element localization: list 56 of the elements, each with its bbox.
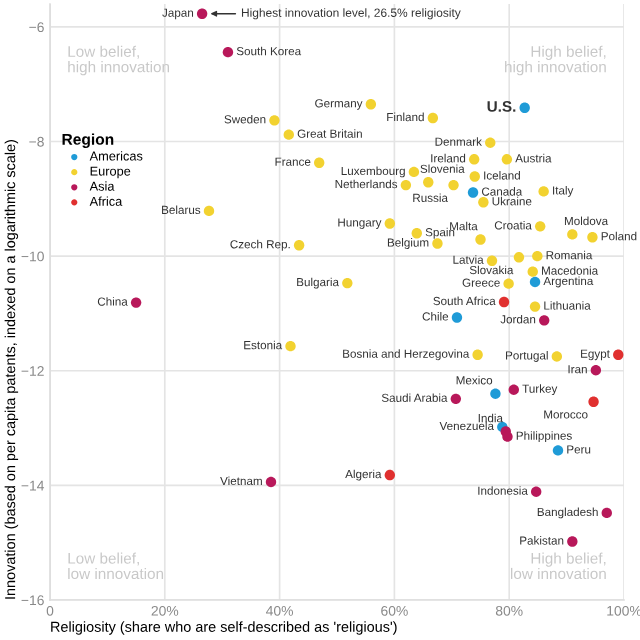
point xyxy=(535,221,546,232)
point xyxy=(539,315,550,326)
point xyxy=(567,536,578,547)
point xyxy=(283,129,294,140)
point xyxy=(130,297,142,308)
point xyxy=(467,187,479,198)
point xyxy=(552,445,564,456)
point xyxy=(400,179,412,191)
point xyxy=(530,486,542,497)
point xyxy=(501,154,513,165)
point xyxy=(503,278,514,289)
point xyxy=(590,365,602,376)
point xyxy=(486,255,498,266)
point xyxy=(472,349,483,360)
point xyxy=(384,218,396,229)
point xyxy=(408,166,420,178)
point xyxy=(468,154,480,165)
point xyxy=(448,179,459,191)
point xyxy=(538,186,549,197)
point xyxy=(427,112,439,124)
point xyxy=(469,171,480,182)
point xyxy=(498,296,510,308)
point xyxy=(475,234,486,245)
point xyxy=(269,115,280,126)
point xyxy=(519,102,530,113)
point xyxy=(567,229,578,240)
point xyxy=(485,137,496,148)
point xyxy=(601,507,612,519)
point xyxy=(384,469,396,481)
point xyxy=(203,205,215,217)
point xyxy=(529,301,541,312)
point xyxy=(527,266,538,277)
point xyxy=(451,312,463,323)
point xyxy=(423,177,434,188)
point xyxy=(478,197,489,208)
point xyxy=(613,349,624,360)
point xyxy=(293,240,305,251)
point xyxy=(285,340,296,352)
point xyxy=(342,277,353,289)
point xyxy=(365,99,377,110)
point xyxy=(314,157,325,168)
point xyxy=(411,228,422,239)
point xyxy=(490,388,501,399)
point xyxy=(508,384,519,395)
point xyxy=(587,232,598,243)
point xyxy=(196,8,208,19)
point xyxy=(532,250,543,262)
point xyxy=(529,276,541,288)
point xyxy=(432,238,443,249)
point xyxy=(265,476,277,488)
point xyxy=(450,393,462,405)
point xyxy=(588,396,599,407)
point xyxy=(551,351,563,362)
point xyxy=(513,252,525,263)
point xyxy=(502,431,513,442)
point xyxy=(222,46,234,58)
